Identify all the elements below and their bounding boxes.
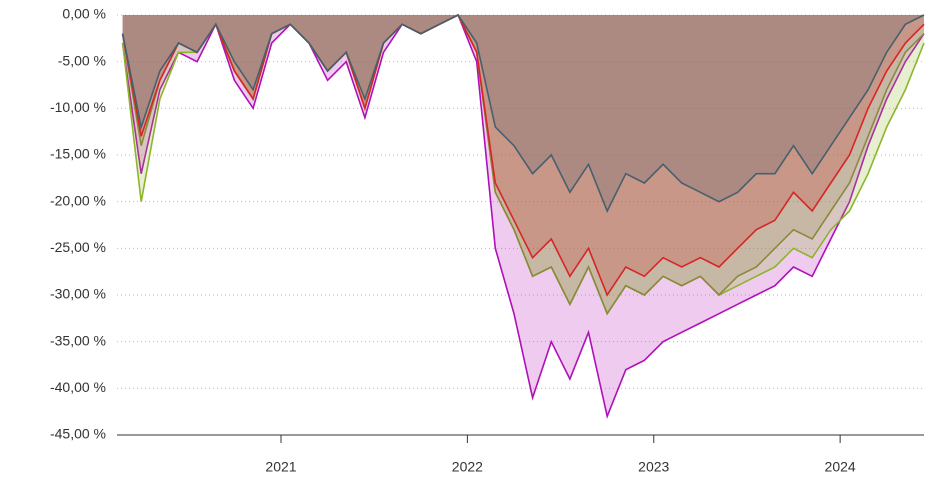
area [122, 15, 925, 314]
y-tick-label: 0,00 % [62, 6, 106, 22]
y-tick-label: -30,00 % [50, 286, 106, 302]
y-tick-label: -15,00 % [50, 146, 106, 162]
x-tick-label: 2022 [452, 459, 483, 475]
line [121, 13, 925, 420]
line [121, 13, 925, 297]
y-tick-label: -5,00 % [58, 52, 106, 68]
y-tick-label: -45,00 % [50, 426, 106, 442]
line [121, 13, 925, 213]
y-tick-label: -10,00 % [50, 99, 106, 115]
y-tick-label: -40,00 % [50, 379, 106, 395]
y-tick-label: -35,00 % [50, 332, 106, 348]
y-tick-label: -25,00 % [50, 239, 106, 255]
x-tick-label: 2021 [265, 459, 296, 475]
y-tick-label: -20,00 % [50, 192, 106, 208]
x-tick-label: 2023 [638, 459, 669, 475]
area [122, 15, 925, 295]
area [122, 15, 925, 314]
area [122, 15, 925, 417]
x-tick-label: 2024 [825, 459, 856, 475]
